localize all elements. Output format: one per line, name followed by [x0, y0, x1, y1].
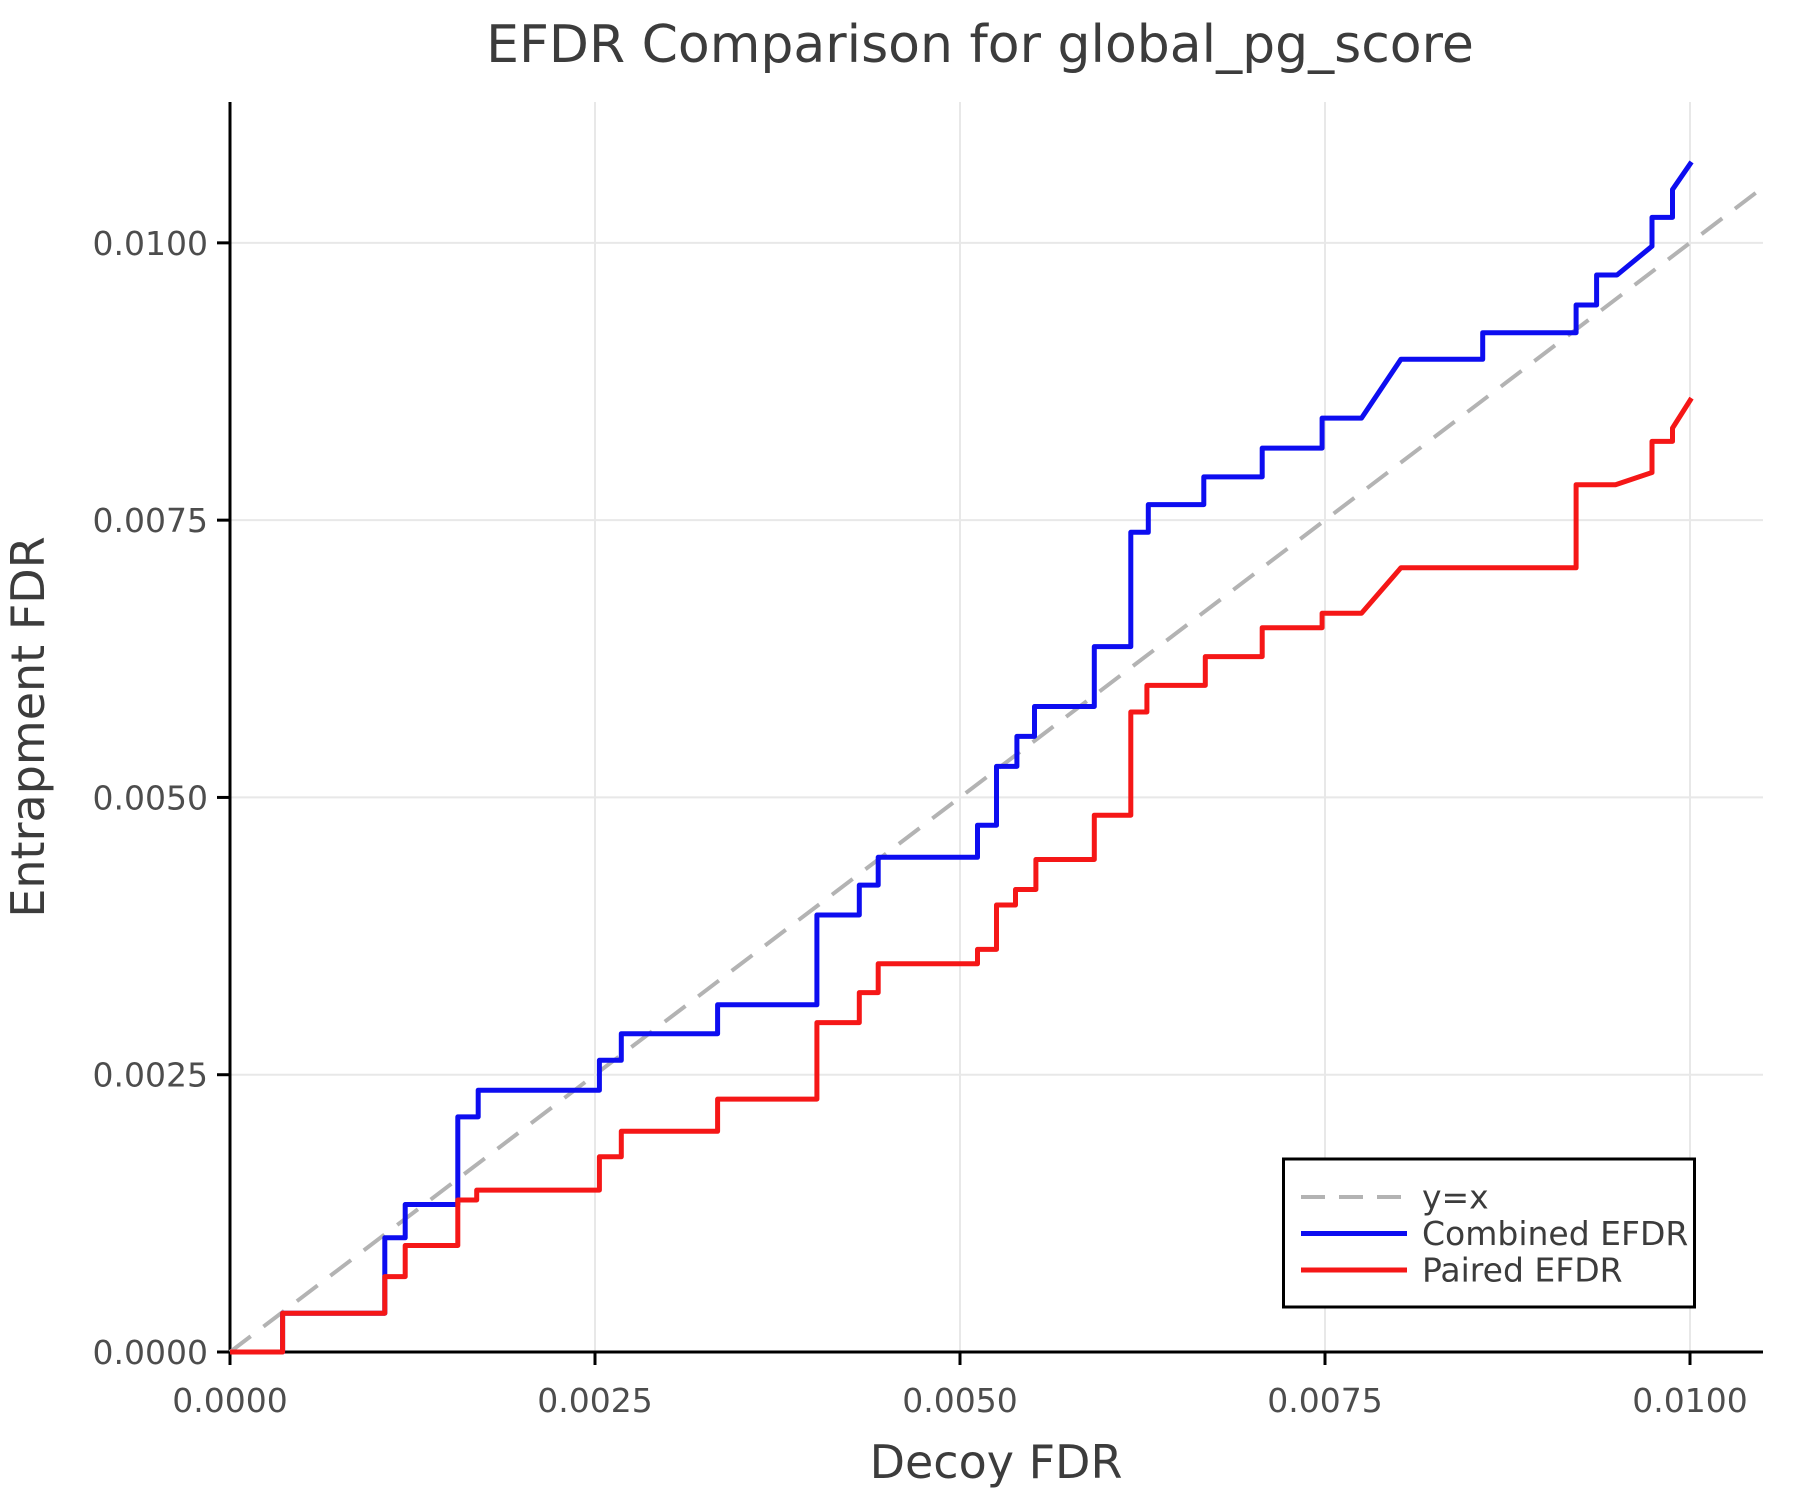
x-tick-label: 0.0000 — [172, 1381, 287, 1420]
legend: y=x Combined EFDR Paired EFDR — [1282, 1157, 1696, 1309]
data-series — [228, 160, 1765, 1355]
y-equals-x-line — [228, 185, 1765, 1354]
x-tick-label: 0.0075 — [1267, 1381, 1382, 1420]
legend-label-combined-efdr: Combined EFDR — [1422, 1214, 1688, 1253]
y-tick-label: 0.0050 — [93, 778, 208, 817]
combined-efdr-line — [230, 160, 1694, 1355]
y-tick-label: 0.0000 — [93, 1333, 208, 1372]
x-tick-label: 0.0050 — [902, 1381, 1017, 1420]
y-tick-label: 0.0025 — [93, 1056, 208, 1095]
x-tick-label: 0.0025 — [537, 1381, 652, 1420]
y-tick-label: 0.0075 — [93, 501, 208, 540]
legend-label-paired-efdr: Paired EFDR — [1422, 1251, 1623, 1290]
y-tick-label: 0.0100 — [93, 224, 208, 263]
legend-label-y-equals-x: y=x — [1422, 1178, 1489, 1217]
axes — [228, 102, 1763, 1354]
x-tick-label: 0.0100 — [1632, 1381, 1747, 1420]
paired-efdr-line — [230, 396, 1694, 1355]
x-axis-label: Decoy FDR — [870, 1435, 1123, 1489]
tick-labels: 0.0000 0.0025 0.0050 0.0075 0.0100 0.0000 0.00… — [93, 224, 1748, 1420]
y-axis-label: Entrapment FDR — [1, 536, 55, 917]
plot-title: EFDR Comparison for global_pg_score — [486, 15, 1474, 75]
